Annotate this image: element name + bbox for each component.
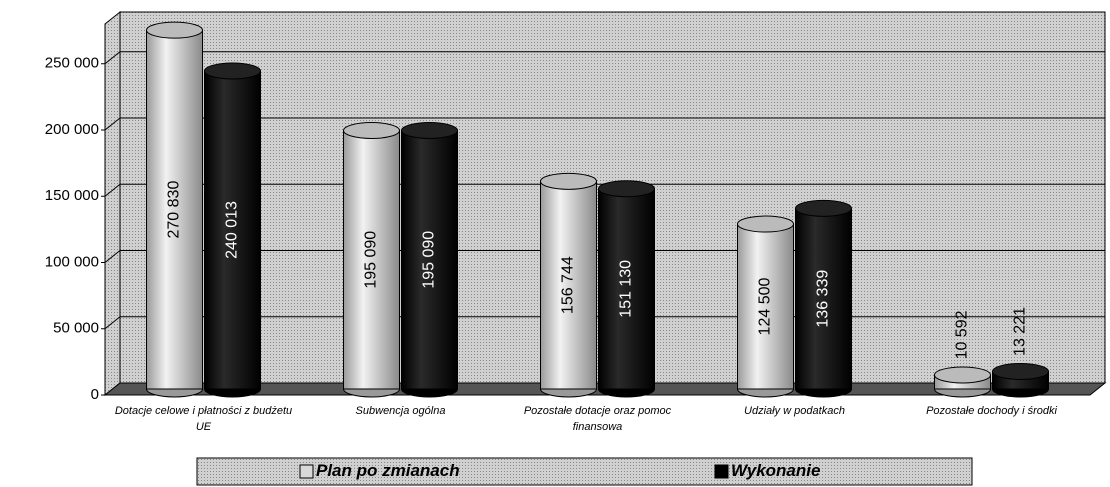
value-label: 270 830	[166, 181, 183, 239]
y-tick-label: 0	[91, 386, 99, 403]
bar-group: 124 500	[737, 215, 794, 398]
y-tick-label: 100 000	[45, 253, 99, 270]
bar-top	[343, 122, 400, 140]
legend	[196, 457, 973, 486]
value-label: 151 130	[618, 260, 635, 318]
x-tick-label: Subwencja ogólna	[355, 405, 446, 417]
x-tick-label: Pozostałe dotacje oraz pomoc finansowa	[523, 405, 672, 433]
bar-top	[540, 172, 597, 190]
value-label: 156 744	[560, 256, 577, 314]
bar-group: 156 744	[540, 172, 597, 398]
value-label: 136 339	[815, 270, 832, 328]
bar-group: 151 130	[598, 180, 655, 398]
bar	[343, 130, 400, 390]
bar-group: 136 339	[795, 199, 852, 398]
bar-top	[146, 21, 203, 39]
value-label: 195 090	[421, 231, 438, 289]
bar-group: 240 013	[204, 62, 261, 398]
bar	[737, 223, 794, 390]
bar-group: 195 090	[343, 122, 400, 398]
bar	[598, 188, 655, 390]
value-label: 10 592	[954, 310, 971, 359]
bar-top	[737, 215, 794, 233]
grid-line	[104, 117, 121, 131]
x-tick-label: Udziały w podatkach	[744, 405, 845, 417]
bar-group: 13 221	[992, 307, 1049, 398]
bar-top	[934, 366, 991, 384]
bar-group: 270 830	[146, 21, 203, 398]
bar-top	[992, 362, 1049, 380]
bar-group: 10 592	[934, 310, 991, 398]
bar-top	[401, 122, 458, 140]
x-tick-label: Pozostałe dochody i środki	[926, 405, 1057, 417]
bar	[401, 130, 458, 390]
bar-top	[204, 62, 261, 80]
bar	[146, 29, 203, 390]
bar-top	[598, 180, 655, 198]
grid-line	[104, 51, 121, 65]
y-tick-label: 150 000	[45, 187, 99, 204]
bar	[795, 207, 852, 390]
y-tick-label: 200 000	[45, 121, 99, 138]
legend-swatch	[299, 464, 314, 479]
grid-line	[104, 250, 121, 263]
legend-label: Wykonanie	[731, 461, 821, 480]
value-label: 195 090	[363, 231, 380, 289]
x-tick-label: Dotacje celowe i płatności z budżetu UE	[114, 405, 293, 433]
grid-line	[104, 183, 121, 197]
legend-label: Plan po zmianach	[316, 461, 460, 480]
grid-line	[104, 316, 121, 330]
bar-top	[795, 199, 852, 217]
value-label: 124 500	[757, 278, 774, 336]
bar-group: 195 090	[401, 122, 458, 398]
y-tick-label: 50 000	[53, 320, 99, 337]
value-label: 240 013	[224, 201, 241, 259]
bar	[540, 180, 597, 390]
y-tick-label: 250 000	[45, 55, 99, 72]
legend-swatch	[714, 464, 729, 479]
value-label: 13 221	[1012, 307, 1029, 356]
bar	[204, 70, 261, 390]
side-wall	[104, 10, 121, 397]
